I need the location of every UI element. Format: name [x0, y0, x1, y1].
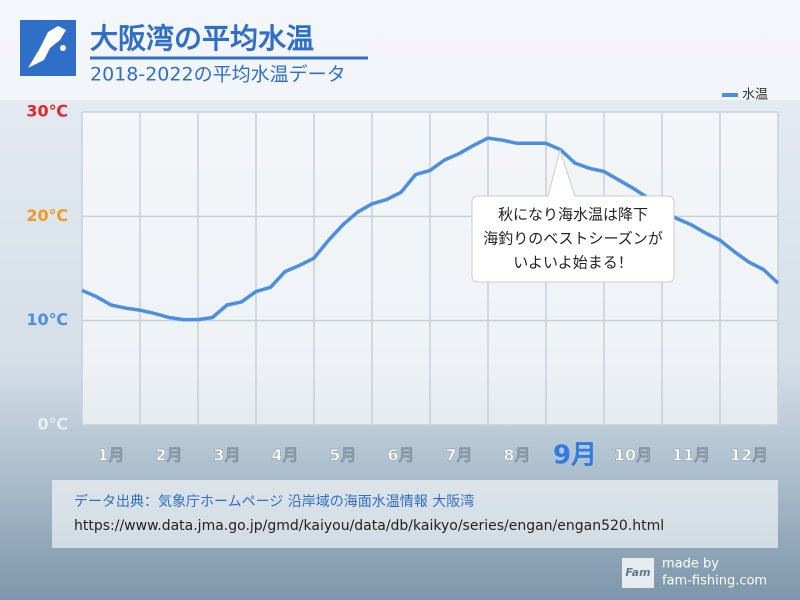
y-tick-label: 0℃	[37, 415, 68, 434]
source-text: データ出典：気象庁ホームページ 沿岸域の海面水温情報 大阪湾	[74, 493, 474, 510]
source-url: https://www.data.jma.go.jp/gmd/kaiyou/da…	[74, 518, 664, 534]
credit-logo: Fam	[625, 566, 650, 579]
title: 大阪湾の平均水温	[90, 22, 314, 55]
annotation-line: いよいよ始まる！	[513, 254, 632, 272]
y-tick-label: 10℃	[26, 310, 68, 329]
x-tick-label: 8月	[503, 446, 530, 465]
x-tick-label: 3月	[213, 446, 240, 465]
annotation-line: 秋になり海水温は降下	[498, 206, 648, 224]
x-tick-label: 1月	[97, 446, 124, 465]
x-tick-label: 2月	[155, 446, 182, 465]
x-tick-label: 12月	[730, 446, 768, 465]
credit-line: fam-fishing.com	[662, 574, 767, 589]
credit-line: made by	[662, 557, 719, 572]
legend-label: 水温	[742, 88, 768, 103]
annotation: 秋になり海水温は降下 海釣りのベストシーズンが いよいよ始まる！	[471, 148, 675, 283]
y-tick-label: 20℃	[26, 206, 68, 225]
header-band	[0, 0, 800, 100]
x-tick-label: 6月	[387, 446, 414, 465]
callout-box	[471, 148, 675, 283]
annotation-line: 海釣りのベストシーズンが	[483, 230, 663, 248]
subtitle: 2018-2022の平均水温データ	[90, 64, 346, 86]
x-tick-label: 4月	[271, 446, 298, 465]
x-tick-label: 10月	[614, 446, 652, 465]
x-tick-label: 7月	[445, 446, 472, 465]
x-tick-label: 9月	[553, 441, 597, 471]
legend: 水温	[722, 88, 768, 103]
credit-logo-box	[622, 558, 654, 588]
x-tick-label: 11月	[672, 446, 710, 465]
x-tick-label: 5月	[329, 446, 356, 465]
source-box	[52, 480, 778, 548]
y-tick-label: 30℃	[26, 102, 68, 121]
logo-icon	[20, 20, 76, 76]
